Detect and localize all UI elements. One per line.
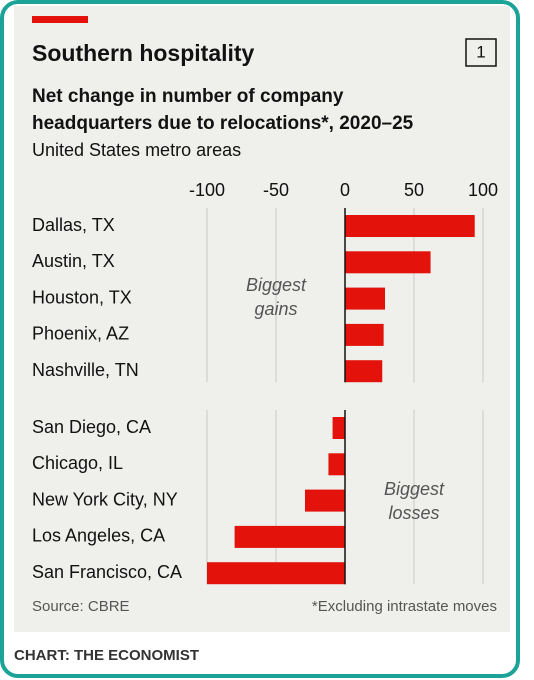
category-label: Austin, TX [32, 251, 115, 271]
category-label: Nashville, TN [32, 360, 139, 380]
x-tick-label: 0 [340, 180, 350, 200]
bar [345, 360, 383, 383]
category-label: Dallas, TX [32, 215, 115, 235]
category-label: Chicago, IL [32, 453, 123, 473]
bar [234, 525, 345, 548]
red-tag [32, 16, 88, 23]
category-label: San Diego, CA [32, 417, 151, 437]
bar [207, 562, 345, 585]
annotation: losses [388, 503, 439, 523]
annotation: Biggest [246, 275, 307, 295]
chart-title: Southern hospitality [32, 40, 255, 66]
annotation: Biggest [384, 479, 445, 499]
category-label: Phoenix, AZ [32, 324, 129, 344]
category-label: New York City, NY [32, 489, 178, 509]
annotation: gains [254, 299, 297, 319]
bar [328, 453, 345, 476]
x-tick-label: -100 [189, 180, 225, 200]
x-tick-label: -50 [263, 180, 289, 200]
bar [345, 215, 475, 237]
category-label: San Francisco, CA [32, 562, 182, 582]
bar [345, 323, 384, 346]
bar [304, 489, 345, 512]
category-label: Houston, TX [32, 287, 132, 307]
note: *Excluding intrastate moves [312, 598, 497, 615]
x-tick-label: 50 [404, 180, 424, 200]
bar [332, 417, 345, 439]
source: Source: CBRE [32, 598, 130, 615]
subtitle: Net change in number of company [32, 86, 344, 107]
bar [345, 287, 386, 310]
number-box [465, 38, 497, 67]
category-label: Los Angeles, CA [32, 526, 165, 546]
credit: CHART: THE ECONOMIST [14, 647, 199, 664]
chart-number: 1 [476, 42, 485, 61]
bar [345, 251, 431, 274]
x-tick-label: 100 [468, 180, 498, 200]
description: United States metro areas [32, 140, 241, 160]
subtitle: headquarters due to relocations*, 2020–2… [32, 113, 414, 134]
